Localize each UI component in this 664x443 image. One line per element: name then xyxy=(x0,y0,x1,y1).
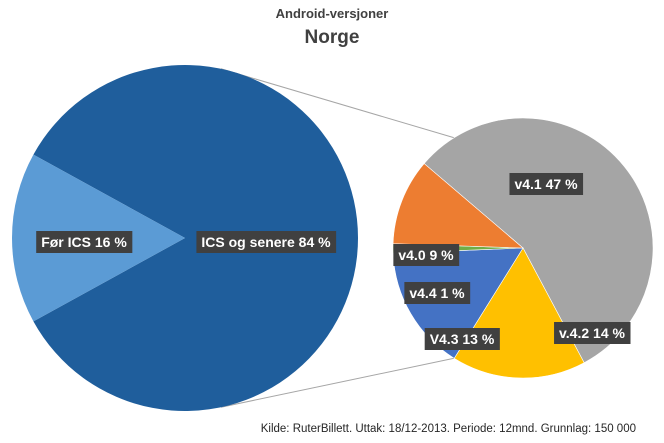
chart-title: Android-versjoner xyxy=(275,6,389,21)
connector-bottom xyxy=(220,357,455,408)
source-note: Kilde: RuterBillett. Uttak: 18/12-2013. … xyxy=(260,423,636,435)
svg-text:v4.1 47 %: v4.1 47 % xyxy=(514,176,578,192)
svg-text:V4.3 13 %: V4.3 13 % xyxy=(430,331,495,347)
slice-v4-0 xyxy=(392,163,524,249)
svg-text:ICS og senere 84 %: ICS og senere 84 % xyxy=(201,234,331,250)
chart-subtitle: Norge xyxy=(304,27,360,48)
label-v4-4: v4.4 1 % xyxy=(404,282,471,304)
label-v4-0: v4.0 9 % xyxy=(393,244,460,266)
svg-text:Før ICS 16 %: Før ICS 16 % xyxy=(41,234,127,250)
slice-v4-1 xyxy=(423,117,654,364)
label-v4-3: V4.3 13 % xyxy=(424,328,500,350)
slice-ics-og-senere xyxy=(33,64,359,412)
label-ics-og-senere: ICS og senere 84 % xyxy=(196,231,337,253)
label-v-4-2: v.4.2 14 % xyxy=(554,322,631,344)
svg-text:v.4.2 14 %: v.4.2 14 % xyxy=(559,325,625,341)
connector-top xyxy=(220,68,455,139)
data-labels: Før ICS 16 % ICS og senere 84 % v4.1 47 % v… xyxy=(36,173,631,350)
svg-text:v4.0 9 %: v4.0 9 % xyxy=(398,247,454,263)
label-v4-1: v4.1 47 % xyxy=(509,173,584,195)
connector-lines xyxy=(220,68,455,408)
label-f-r-ics: Før ICS 16 % xyxy=(36,231,133,253)
svg-text:v4.4 1 %: v4.4 1 % xyxy=(409,285,465,301)
